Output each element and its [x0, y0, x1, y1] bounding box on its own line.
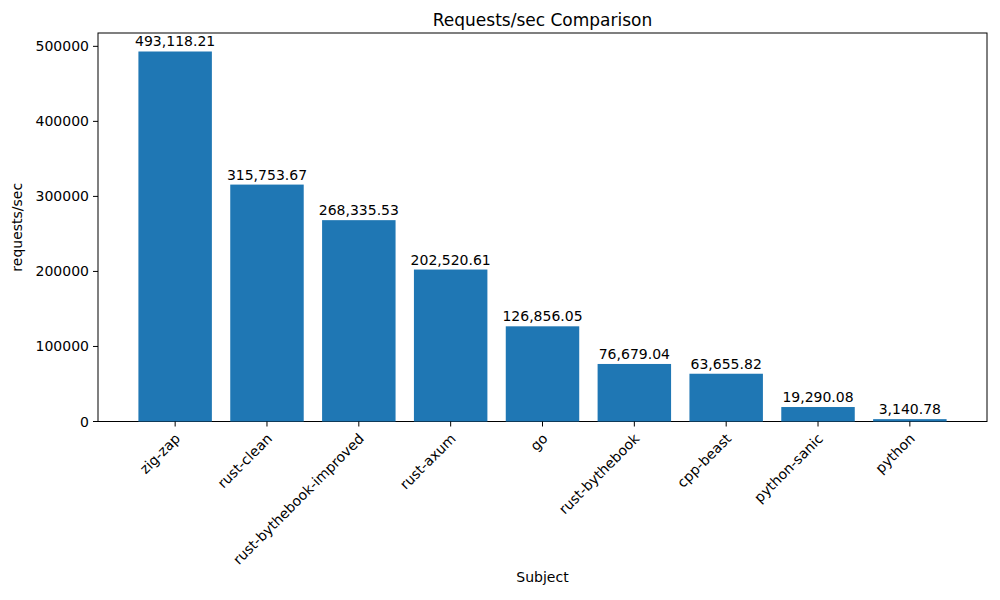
- x-tick-label: python: [872, 430, 918, 476]
- bar-value-label: 3,140.78: [879, 401, 941, 417]
- bar-value-label: 19,290.08: [782, 389, 853, 405]
- y-tick-label: 200000: [36, 263, 89, 279]
- bar-value-label: 202,520.61: [411, 252, 491, 268]
- bar-value-label: 126,856.05: [502, 308, 582, 324]
- x-tick-label: cpp-beast: [674, 430, 735, 491]
- bar: [506, 326, 579, 421]
- y-tick-label: 100000: [36, 338, 89, 354]
- bar: [322, 220, 395, 421]
- bar: [781, 407, 854, 421]
- bar-value-label: 493,118.21: [135, 33, 215, 49]
- bar-value-label: 268,335.53: [319, 202, 399, 218]
- x-tick-label: go: [527, 430, 551, 454]
- bar: [873, 419, 946, 421]
- x-tick-label: zig-zap: [137, 430, 184, 477]
- y-axis-ticks: 0 100000 200000 300000 400000 500000: [36, 38, 98, 429]
- x-tick-label: rust-axum: [397, 430, 459, 492]
- y-tick-label: 400000: [36, 113, 89, 129]
- bar-chart-figure: Requests/sec Comparison Subject requests…: [0, 0, 1000, 600]
- bar-value-label: 76,679.04: [599, 346, 670, 362]
- bar-value-label: 63,655.82: [691, 356, 762, 372]
- bar: [689, 374, 762, 422]
- chart-title: Requests/sec Comparison: [433, 10, 653, 30]
- y-tick-label: 0: [80, 414, 89, 430]
- y-tick-label: 300000: [36, 188, 89, 204]
- bar: [598, 364, 671, 422]
- y-axis-label: requests/sec: [9, 183, 25, 272]
- y-tick-label: 500000: [36, 38, 89, 54]
- x-axis-label: Subject: [516, 569, 569, 585]
- bar-value-label: 315,753.67: [227, 167, 307, 183]
- bar: [138, 51, 211, 421]
- x-tick-label: rust-bythebook: [556, 430, 643, 517]
- x-axis-ticks: zig-zaprust-cleanrust-bythebook-improved…: [137, 422, 918, 568]
- bar: [230, 185, 303, 422]
- x-tick-label: python-sanic: [751, 430, 826, 505]
- x-tick-label: rust-clean: [214, 430, 275, 491]
- bar: [414, 270, 487, 422]
- bars-group: 493,118.21 315,753.67 268,335.53 202,520.61…: [135, 33, 947, 421]
